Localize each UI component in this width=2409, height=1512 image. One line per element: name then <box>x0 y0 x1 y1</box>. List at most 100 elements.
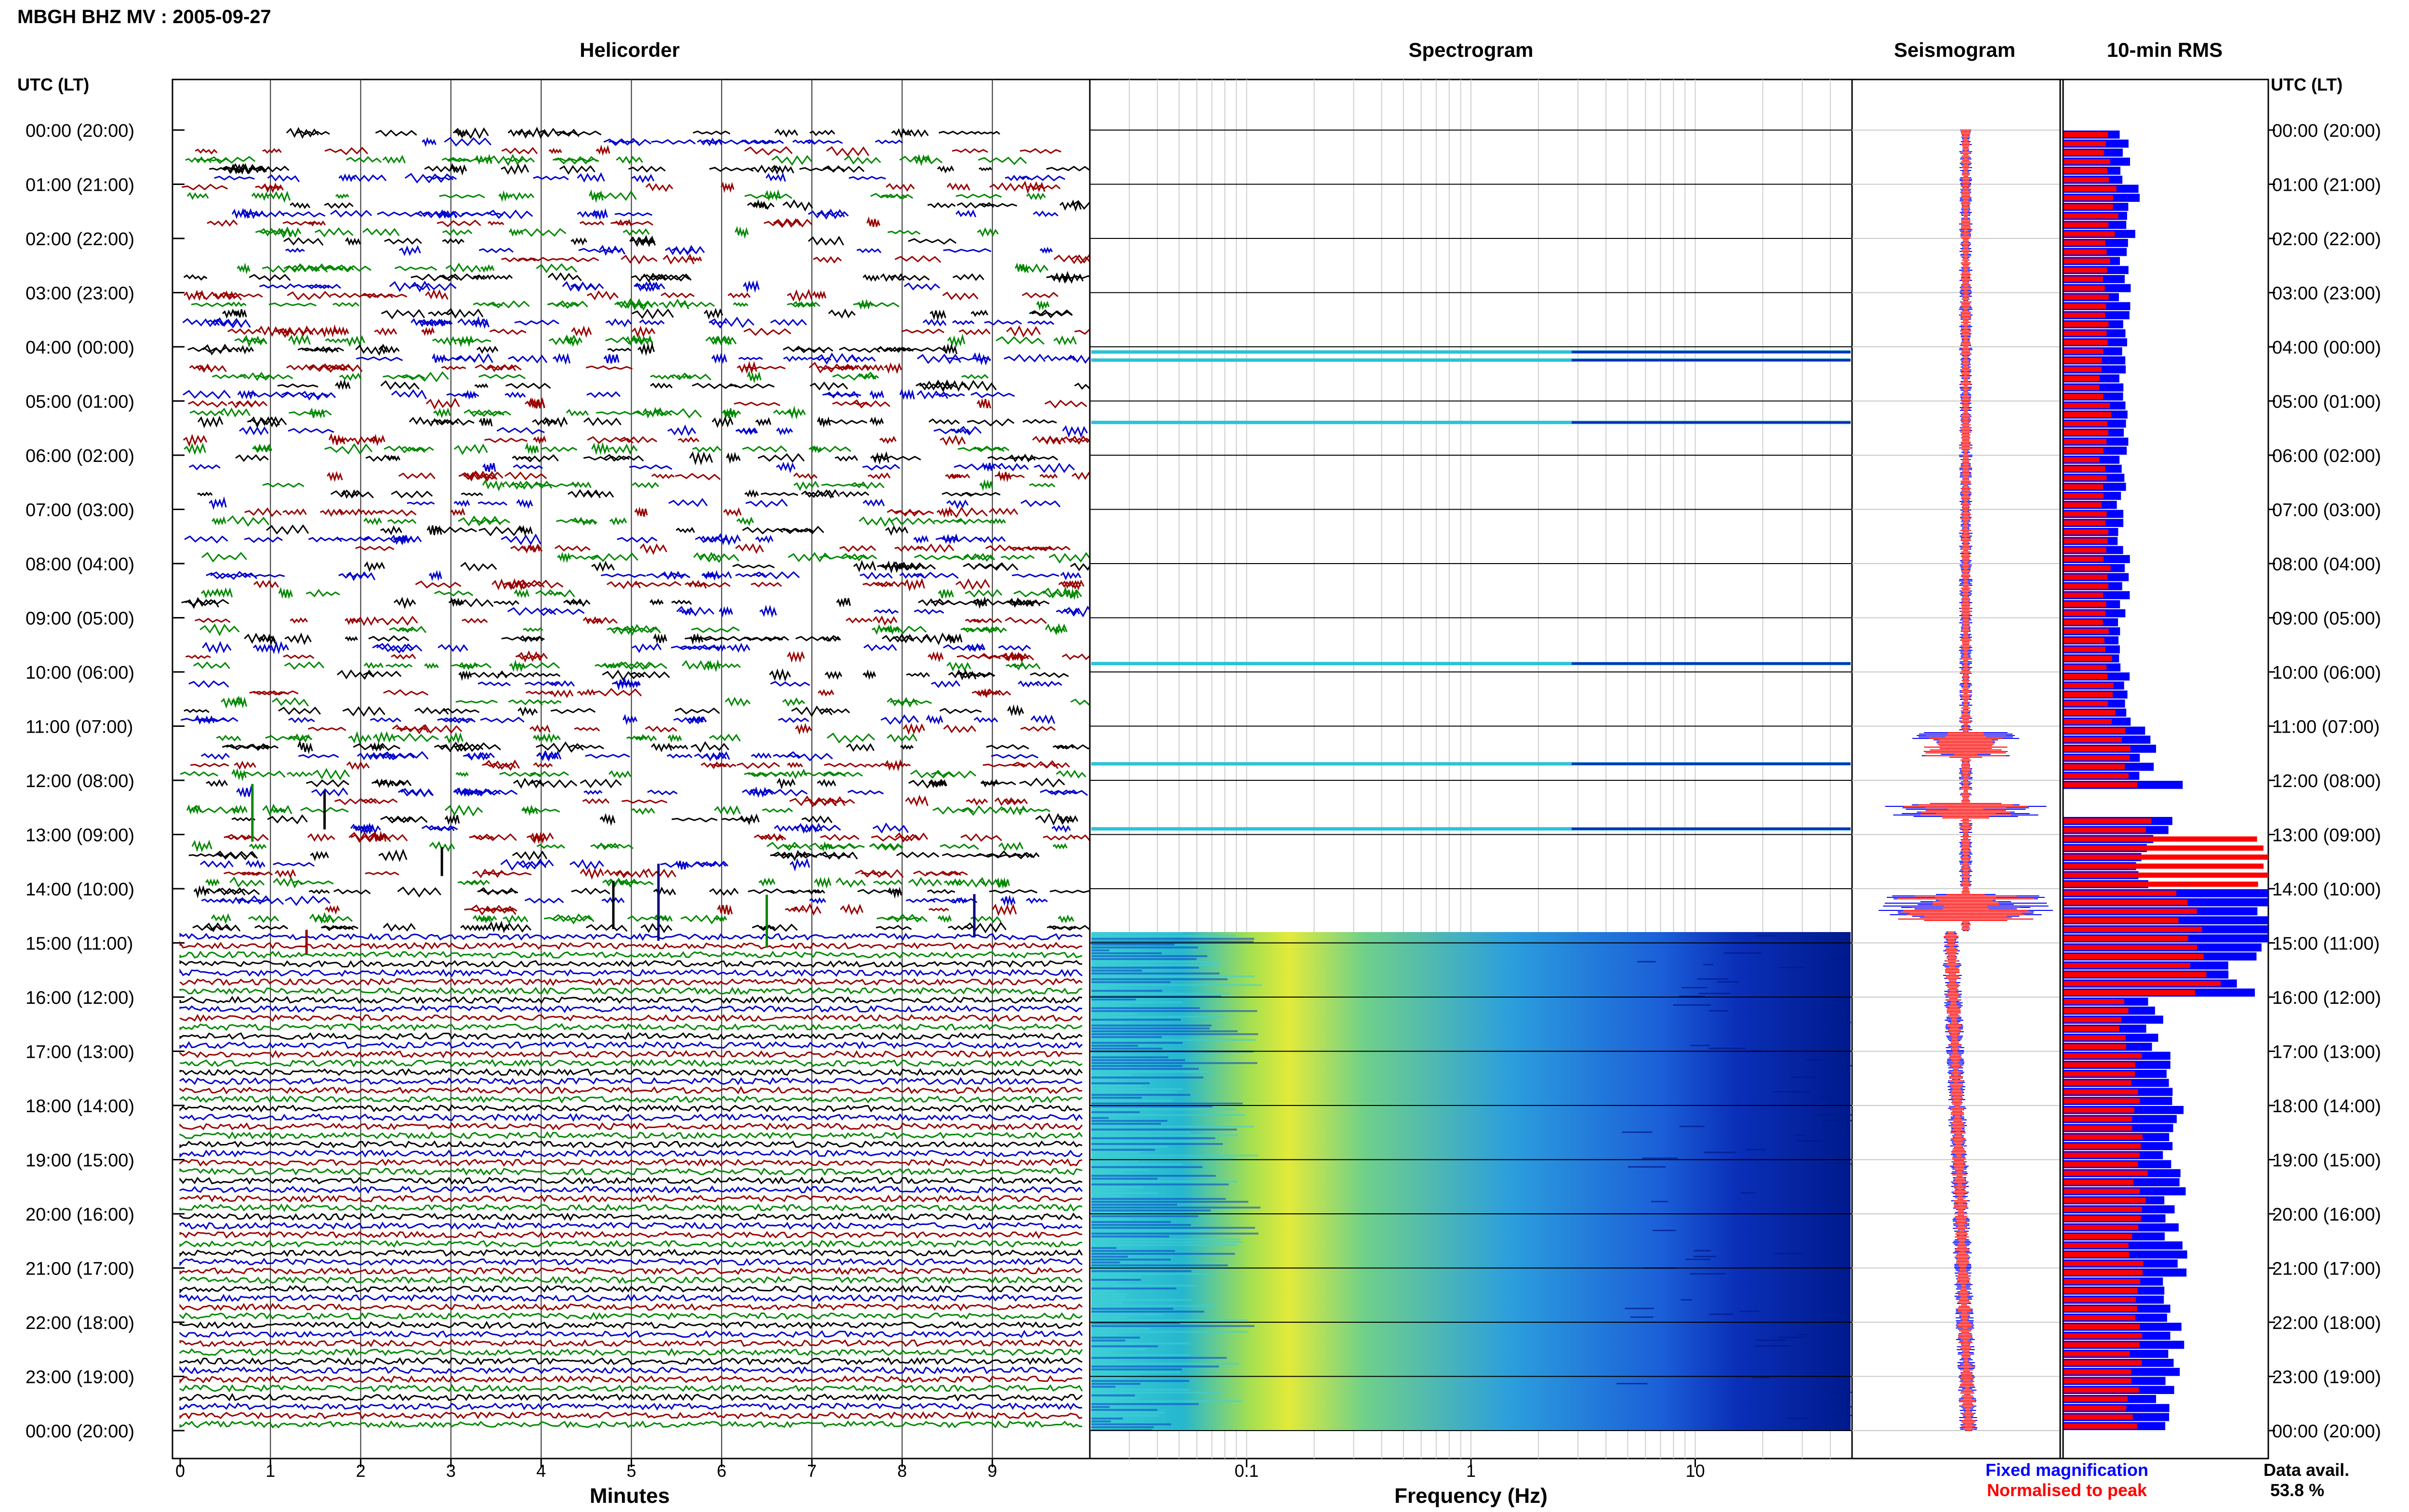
helicorder-trace-row <box>179 1384 1083 1393</box>
spectrogram-low-freq-streak <box>1091 1010 1257 1012</box>
rms-bar-normalised <box>2063 376 2100 381</box>
spectrogram-low-freq-streak <box>1091 964 1222 966</box>
helicorder-trace-fragment <box>184 442 1009 456</box>
helicorder-trace-fragment <box>209 163 1091 176</box>
helicorder-trace-fragment <box>364 560 1106 574</box>
spectrogram-high-freq-streak <box>1630 1316 1654 1318</box>
helicorder-trace-row <box>179 1329 1083 1339</box>
rms-bar-normalised <box>2063 1044 2126 1050</box>
rms-bar-normalised <box>2063 285 2105 291</box>
spectrogram-high-freq-streak <box>1690 1273 1726 1275</box>
helicorder-trace-fragment <box>355 543 1071 555</box>
rms-bar-normalised <box>2063 638 2105 643</box>
helicorder-trace-fragment <box>183 271 1095 284</box>
rms-bar-normalised <box>2063 1324 2140 1329</box>
rms-bar-normalised <box>2063 313 2105 318</box>
seismogram-normalised-trace <box>1897 130 2034 1431</box>
spectrogram-high-freq-streak <box>1628 1166 1666 1168</box>
hour-label-left: 17:00 (13:00) <box>26 1042 134 1063</box>
hour-label-left: 00:00 (20:00) <box>26 1421 134 1442</box>
spectrogram-xlabel: Frequency (Hz) <box>1394 1484 1548 1508</box>
spectrogram-low-freq-streak <box>1091 1030 1238 1032</box>
spectrogram-low-freq-streak <box>1091 1134 1239 1136</box>
spectrogram-low-freq-streak <box>1091 978 1228 980</box>
rms-bar-normalised <box>2063 177 2109 183</box>
helicorder-x-tick-label: 7 <box>807 1461 817 1481</box>
spectrogram-low-freq-streak <box>1091 1394 1135 1396</box>
helicorder-trace-row <box>179 1249 1083 1257</box>
helicorder-trace-row <box>179 1140 1083 1149</box>
helicorder-trace-row <box>179 1302 1083 1312</box>
rms-bar-normalised <box>2063 881 2258 887</box>
rms-bar-normalised <box>2063 592 2104 598</box>
helicorder-trace-fragment <box>207 216 881 228</box>
spectrogram-high-freq-streak <box>1703 964 1713 965</box>
rms-bar-normalised <box>2063 321 2109 327</box>
helicorder-trace-fragment <box>253 578 1085 592</box>
rms-bar-normalised <box>2063 276 2103 282</box>
helicorder-trace-fragment <box>181 596 1050 609</box>
spectrogram-low-freq-streak <box>1091 1426 1154 1428</box>
spectrogram-low-freq-streak <box>1091 1085 1142 1087</box>
spectrogram-high-freq-streak <box>1834 1022 1851 1023</box>
helicorder-trace-fragment <box>188 848 1040 862</box>
rms-bar-normalised <box>2063 1396 2128 1402</box>
rms-bar-normalised <box>2063 195 2114 201</box>
spectrogram-low-freq-streak <box>1091 1340 1125 1341</box>
helicorder-trace-row <box>179 1113 1083 1122</box>
helicorder-trace-fragment <box>182 180 1061 194</box>
spectrogram-low-freq-streak <box>1091 1149 1155 1151</box>
spectrogram-low-freq-streak <box>1091 1019 1181 1021</box>
spectrogram-low-freq-streak <box>1091 1183 1229 1185</box>
spectrogram-event-line <box>1091 350 1851 354</box>
helicorder-trace-row <box>179 977 1083 986</box>
hour-label-left: 20:00 (16:00) <box>26 1205 134 1225</box>
hour-label-right: 21:00 (17:00) <box>2272 1259 2381 1279</box>
spectrogram-low-freq-streak <box>1091 1328 1151 1330</box>
rms-bar-normalised <box>2063 330 2107 336</box>
spectrogram-low-freq-streak <box>1091 1181 1238 1183</box>
helicorder-trace-row <box>179 1158 1083 1167</box>
helicorder-trace-row <box>179 1420 1083 1429</box>
legend-normalised-to-peak: Normalised to peak <box>1987 1480 2147 1500</box>
spectrogram-low-freq-streak <box>1091 1146 1169 1148</box>
rms-bar-normalised <box>2063 1261 2144 1266</box>
rms-bar-normalised <box>2063 150 2104 156</box>
rms-bar-normalised <box>2063 683 2114 688</box>
helicorder-trace-fragment <box>350 822 1071 835</box>
helicorder-trace-fragment <box>214 172 1065 184</box>
rms-bar-normalised <box>2063 574 2108 580</box>
rms-bar-normalised <box>2063 728 2125 734</box>
rms-bar-normalised <box>2063 1180 2134 1185</box>
helicorder-trace-fragment <box>221 696 1108 709</box>
spectrogram-low-freq-streak <box>1091 1039 1256 1041</box>
spectrogram-low-freq-streak <box>1091 990 1163 992</box>
spectrogram-high-freq-streak <box>1756 1345 1791 1347</box>
hour-labels-right: 00:00 (20:00) 01:00 (21:00) 02:00 (22:00) 0… <box>2268 121 2381 1442</box>
spectrogram-low-freq-streak <box>1091 1273 1212 1275</box>
hour-label-left: 11:00 (07:00) <box>26 717 133 737</box>
spectrogram-high-freq-streak <box>1697 978 1729 980</box>
rms-bar-normalised <box>2063 466 2105 472</box>
spectrogram-low-freq-streak <box>1091 1415 1159 1417</box>
spectrogram-event-line <box>1091 662 1851 666</box>
helicorder-trace-fragment <box>206 570 1082 581</box>
spectrogram-low-freq-streak <box>1091 1100 1173 1102</box>
spectrogram-low-freq-streak <box>1091 958 1197 960</box>
helicorder-trace-fragment <box>186 189 1046 203</box>
helicorder-trace-row <box>179 1104 1083 1113</box>
hour-label-right: 10:00 (06:00) <box>2272 663 2381 683</box>
spectrogram-low-freq-streak <box>1091 1123 1161 1125</box>
spectrogram-low-freq-streak <box>1091 1175 1216 1177</box>
utc-header-left: UTC (LT) <box>17 75 89 94</box>
rms-bar-normalised <box>2063 1306 2137 1312</box>
hour-label-left: 08:00 (04:00) <box>26 554 134 575</box>
hour-label-right: 05:00 (01:00) <box>2272 392 2381 412</box>
rms-bar-normalised <box>2063 1062 2135 1068</box>
helicorder-trace-row <box>179 1122 1083 1131</box>
rms-bar-normalised <box>2063 1414 2133 1420</box>
rms-bar-normalised <box>2063 908 2197 914</box>
spectrogram-low-freq-streak <box>1091 1423 1171 1425</box>
spectrogram-low-freq-streak <box>1091 1117 1109 1119</box>
